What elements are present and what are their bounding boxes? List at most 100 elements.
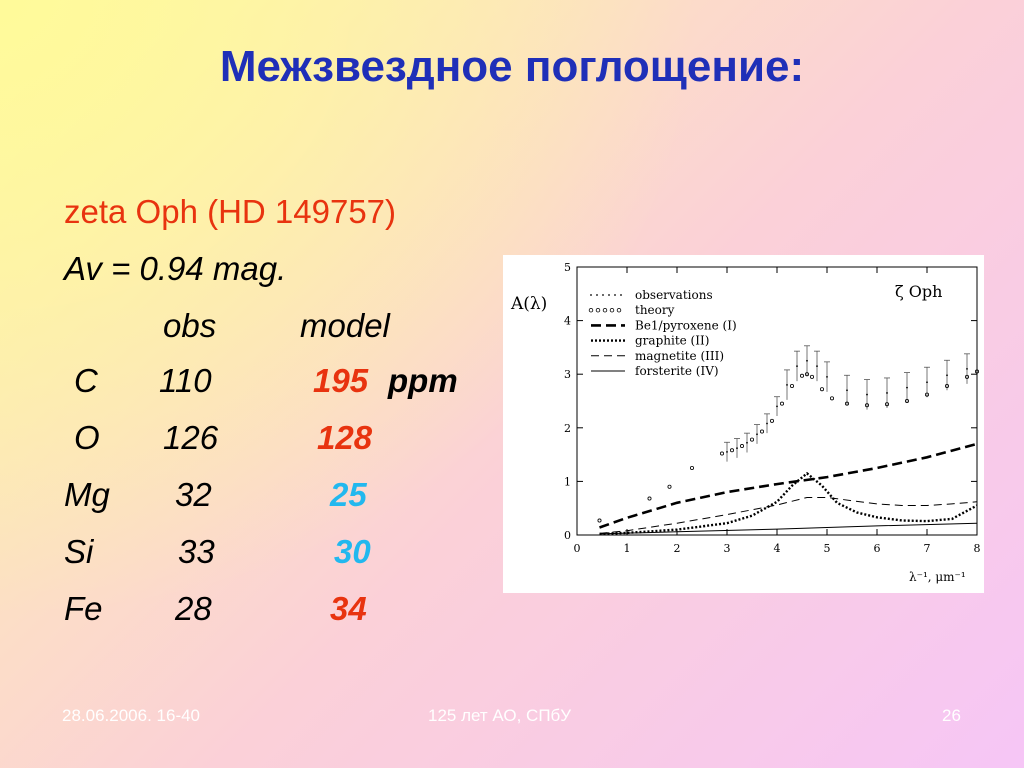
row-obs: 32 — [175, 476, 212, 513]
observation-point — [786, 384, 788, 386]
theory-point — [759, 429, 764, 434]
row-element: O — [74, 419, 100, 456]
observation-point — [776, 405, 778, 408]
observation-point — [846, 389, 848, 392]
theory-point — [739, 444, 744, 449]
legend-marker-observations — [620, 294, 622, 296]
row-obs: 126 — [163, 419, 219, 456]
row-obs: 33 — [178, 533, 215, 570]
theory-point — [804, 372, 809, 377]
theory-point — [719, 451, 724, 456]
legend-label: forsterite (IV) — [635, 364, 719, 378]
observation-point — [886, 392, 888, 394]
footer-center: 125 лет АО, СПбУ — [428, 706, 572, 725]
x-tick-label: 3 — [724, 542, 731, 555]
legend-marker-theory — [609, 308, 615, 313]
theory-point — [884, 402, 889, 407]
row-element: Fe — [64, 590, 103, 627]
y-axis-label: A(λ) — [510, 294, 547, 314]
x-tick-label: 2 — [674, 542, 681, 555]
theory-point — [944, 383, 949, 388]
observation-point — [926, 381, 928, 384]
observation-point — [766, 422, 768, 425]
theory-point — [667, 484, 672, 489]
y-tick-label: 0 — [564, 529, 571, 542]
legend-label: Be1/pyroxene (I) — [635, 318, 737, 332]
observation-point — [826, 375, 828, 378]
row-obs: 110 — [159, 362, 212, 399]
legend-label: graphite (II) — [635, 334, 709, 348]
series-line-graphite — [599, 471, 978, 536]
theory-point — [829, 396, 834, 401]
legend-marker-observations — [590, 294, 592, 296]
legend-marker-observations — [614, 294, 616, 296]
star-annotation: ζ Oph — [895, 282, 942, 301]
legend-marker-theory — [588, 308, 594, 313]
x-tick-label: 7 — [924, 542, 931, 555]
legend-label: theory — [635, 303, 675, 317]
theory-point — [689, 465, 694, 470]
observation-point — [726, 451, 728, 453]
x-tick-label: 0 — [574, 542, 581, 555]
theory-point — [904, 398, 909, 403]
legend-marker-theory — [616, 308, 622, 313]
legend-label: magnetite (III) — [635, 349, 724, 363]
theory-point — [597, 518, 602, 523]
page-number: 26 — [942, 706, 961, 725]
theory-point — [964, 374, 969, 379]
theory-point — [729, 448, 734, 453]
y-tick-label: 1 — [564, 475, 571, 488]
x-tick-label: 6 — [874, 542, 881, 555]
observation-point — [806, 359, 808, 362]
x-tick-label: 1 — [624, 542, 631, 555]
theory-point — [974, 369, 979, 374]
theory-point — [769, 418, 774, 423]
theory-point — [779, 401, 784, 406]
legend-marker-theory — [595, 308, 601, 313]
row-element: C — [74, 362, 98, 399]
row-element: Si — [64, 533, 94, 570]
star-name: zeta Oph (HD 149757) — [64, 193, 397, 230]
theory-point — [799, 373, 804, 378]
extinction-value: Av = 0.94 mag. — [64, 250, 287, 287]
header-obs: obs — [163, 307, 217, 344]
series-line-forsterite — [599, 522, 978, 535]
legend-marker-observations — [602, 294, 604, 296]
row-model: 34 — [330, 590, 367, 627]
theory-point — [749, 437, 754, 442]
y-tick-label: 2 — [564, 422, 571, 435]
theory-point — [819, 387, 824, 392]
theory-point — [924, 392, 929, 397]
observation-point — [756, 433, 758, 436]
row-model: 30 — [334, 533, 371, 570]
x-axis-label: λ⁻¹, μm⁻¹ — [909, 570, 966, 584]
extinction-plot: 0 1 2 3 4 5 6 7 8 0 1 2 3 4 5 observations theory Be1/py… — [503, 255, 984, 593]
row-model: 128 — [317, 419, 373, 456]
y-tick-label: 3 — [564, 368, 571, 381]
observation-point — [866, 393, 868, 396]
unit-label: ppm — [388, 362, 458, 399]
theory-point — [844, 401, 849, 406]
slide-title: Межзвездное поглощение: — [219, 42, 805, 91]
y-tick-label: 5 — [564, 261, 571, 274]
row-model: 195 — [313, 362, 369, 399]
y-tick-label: 4 — [564, 315, 571, 328]
observation-point — [736, 447, 738, 450]
row-element: Mg — [64, 476, 110, 513]
theory-point — [647, 496, 652, 501]
x-tick-label: 4 — [774, 542, 781, 555]
series-line-magnetite — [599, 497, 978, 534]
header-model: model — [300, 307, 390, 344]
row-model: 25 — [330, 476, 367, 513]
legend-marker-theory — [602, 308, 608, 313]
observation-point — [906, 386, 908, 389]
row-obs: 28 — [175, 590, 212, 627]
legend-marker-observations — [608, 294, 610, 296]
extinction-chart: 0 1 2 3 4 5 6 7 8 0 1 2 3 4 5 observationstheoryBe1/py… — [510, 261, 981, 584]
observation-point — [746, 441, 748, 444]
footer-date: 28.06.2006. 16-40 — [62, 706, 201, 725]
theory-point — [809, 374, 814, 379]
x-tick-label: 5 — [824, 542, 831, 555]
observation-point — [966, 367, 968, 370]
x-tick-label: 8 — [974, 542, 981, 555]
